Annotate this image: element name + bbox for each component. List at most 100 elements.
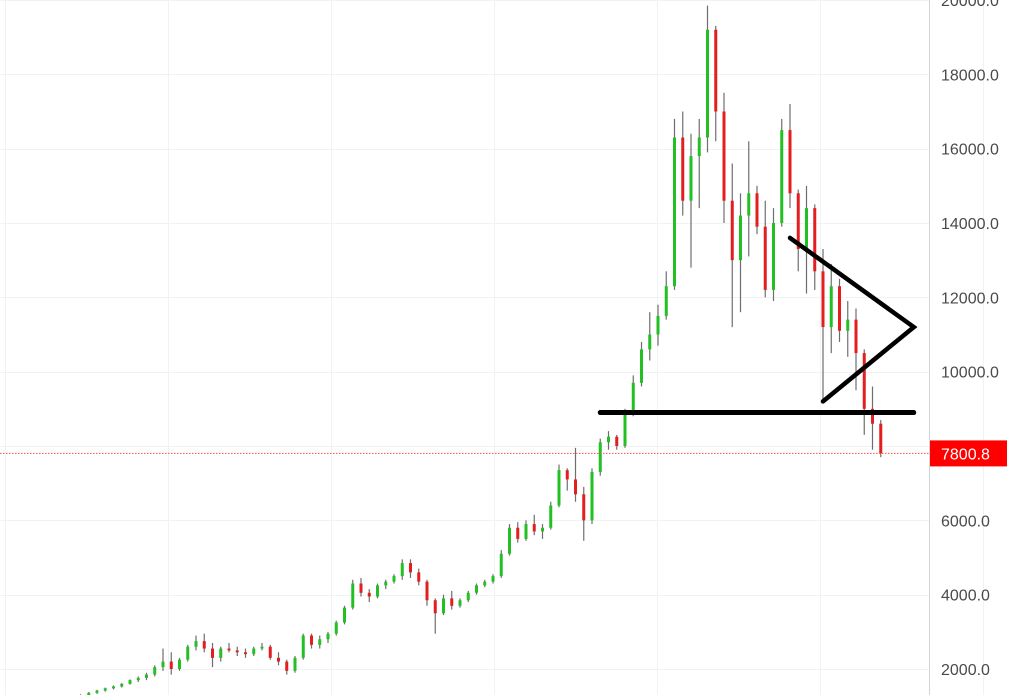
candle-body — [260, 646, 264, 649]
candle-body — [153, 667, 157, 675]
candle-body — [796, 193, 800, 250]
candle — [656, 304, 660, 346]
candle — [301, 633, 305, 660]
candle-body — [706, 29, 709, 138]
wedge-drawing — [787, 235, 918, 404]
candle — [879, 419, 883, 458]
candle-body — [219, 648, 223, 658]
candle-body — [805, 208, 808, 250]
candle — [722, 92, 726, 223]
candle-body — [433, 600, 437, 614]
candle-body — [598, 442, 602, 473]
candle — [664, 271, 668, 320]
candle — [351, 579, 355, 610]
candle — [310, 633, 313, 649]
candle — [582, 486, 586, 541]
candle-body — [871, 408, 874, 424]
y-tick-label: 2000.0 — [941, 662, 990, 679]
candle-body — [136, 677, 140, 681]
candle-body — [235, 650, 239, 653]
candle — [202, 633, 206, 653]
candle — [508, 524, 511, 556]
candle — [483, 579, 487, 588]
candle — [706, 5, 709, 153]
candle-body — [211, 648, 214, 658]
drawings — [0, 235, 929, 454]
candlestick-series — [62, 5, 883, 700]
candle-body — [846, 319, 850, 331]
candle-body — [821, 271, 825, 328]
candle — [252, 646, 256, 656]
candle — [805, 185, 808, 294]
candle-body — [442, 598, 445, 614]
candle-body — [714, 29, 718, 112]
candle — [285, 659, 289, 675]
candle-body — [351, 583, 355, 608]
candle-body — [120, 683, 124, 687]
candle — [359, 577, 363, 597]
candle — [772, 208, 775, 302]
candle — [442, 594, 445, 616]
candle-body — [499, 553, 503, 577]
candle-body — [491, 576, 495, 582]
candle — [499, 550, 503, 578]
candle — [623, 408, 627, 448]
candle — [136, 676, 140, 683]
candle — [145, 672, 148, 681]
candle-body — [95, 690, 99, 693]
candle — [631, 375, 635, 417]
candle-body — [376, 585, 379, 597]
y-tick-label: 20000.0 — [941, 0, 999, 10]
candle — [475, 583, 478, 595]
candle — [871, 386, 874, 450]
candle — [260, 642, 264, 651]
candle — [640, 341, 643, 387]
candle — [376, 583, 379, 599]
candle — [813, 204, 817, 290]
candle — [211, 642, 214, 668]
candle-body — [541, 527, 544, 532]
candle — [194, 635, 198, 651]
y-tick-label: 12000.0 — [941, 290, 999, 307]
candle — [788, 104, 792, 209]
candle — [433, 598, 437, 634]
candle-body — [244, 652, 247, 655]
candle — [169, 652, 173, 675]
candle-body — [565, 470, 569, 480]
candle — [425, 579, 429, 606]
candle-body — [367, 592, 371, 597]
candle-body — [854, 319, 858, 354]
candle-body — [739, 215, 742, 261]
candle — [829, 263, 833, 354]
candle-body — [763, 226, 767, 290]
candle-body — [574, 479, 577, 495]
price-axis[interactable]: 2000.04000.06000.08000.010000.012000.014… — [941, 0, 999, 679]
candle-body — [359, 583, 363, 593]
candle-body — [722, 111, 726, 201]
candle-body — [862, 353, 866, 409]
candle-body — [664, 286, 668, 316]
candle — [838, 278, 841, 342]
candle-body — [582, 494, 586, 521]
current-price-badge — [930, 440, 1007, 467]
candle-body — [227, 648, 231, 651]
candle-body — [475, 585, 478, 593]
candle — [161, 648, 165, 671]
candle — [244, 648, 247, 658]
candle-body — [640, 349, 643, 383]
candle-body — [450, 598, 454, 606]
candle-body — [466, 592, 470, 601]
candle-body — [623, 412, 627, 446]
current-price-label: 7800.8 — [930, 440, 1007, 467]
candle-body — [169, 661, 173, 669]
candle-body — [310, 635, 313, 645]
candle — [235, 646, 239, 656]
candle-body — [186, 646, 190, 660]
y-tick-label: 16000.0 — [941, 142, 999, 159]
candle-body — [318, 639, 322, 645]
candle — [681, 111, 685, 216]
candle — [186, 644, 190, 662]
candle — [268, 644, 272, 660]
